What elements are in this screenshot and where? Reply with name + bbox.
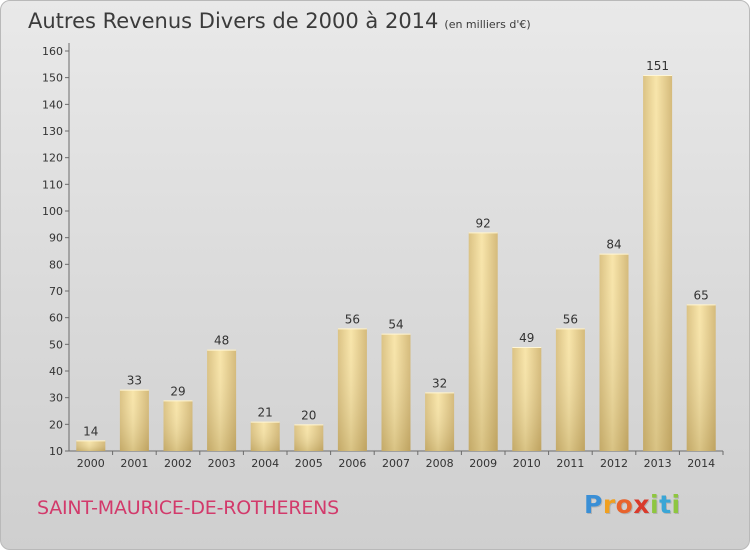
x-tick-label: 2011 bbox=[556, 457, 584, 470]
x-tick-label: 2012 bbox=[600, 457, 628, 470]
bar-shade bbox=[163, 400, 193, 451]
data-label: 151 bbox=[646, 59, 669, 73]
x-tick-label: 2002 bbox=[164, 457, 192, 470]
y-tick-label: 160 bbox=[42, 45, 63, 58]
x-tick-label: 2005 bbox=[295, 457, 323, 470]
chart-title-text: Autres Revenus Divers de 2000 à 2014 bbox=[28, 9, 439, 33]
data-label: 33 bbox=[127, 374, 142, 388]
x-tick-label: 2004 bbox=[251, 457, 279, 470]
bar-shade bbox=[425, 392, 455, 451]
data-label: 56 bbox=[563, 312, 578, 326]
x-tick-label: 2008 bbox=[426, 457, 454, 470]
bar-shade bbox=[250, 421, 280, 451]
bar-shade bbox=[381, 333, 411, 451]
x-tick-label: 2006 bbox=[338, 457, 366, 470]
data-label: 48 bbox=[214, 334, 229, 348]
y-tick-label: 80 bbox=[49, 258, 63, 271]
bar-series bbox=[76, 75, 716, 451]
bar-shade bbox=[76, 440, 106, 451]
data-label: 32 bbox=[432, 376, 447, 390]
logo-letter: x bbox=[633, 490, 650, 519]
data-label: 65 bbox=[694, 288, 709, 302]
data-label: 29 bbox=[170, 384, 185, 398]
data-label: 21 bbox=[258, 406, 273, 420]
data-labels: 14 33 29 48 21 20 56 54 32 92 49 56 84 151 65 bbox=[83, 59, 709, 438]
y-tick-label: 120 bbox=[42, 152, 63, 165]
x-axis: 2000 2001 2002 2003 2004 2005 2006 2007 2008 2009… bbox=[69, 450, 724, 470]
logo-letter: P bbox=[584, 490, 603, 519]
data-label: 92 bbox=[476, 216, 491, 230]
bar-shade bbox=[207, 349, 237, 451]
logo-letter: t bbox=[659, 490, 672, 519]
data-label: 14 bbox=[83, 424, 98, 438]
y-tick-label: 90 bbox=[49, 232, 63, 245]
x-tick-label: 2003 bbox=[208, 457, 236, 470]
bar-shade bbox=[119, 389, 149, 451]
logo-letter: i bbox=[650, 490, 660, 519]
x-tick-label: 2007 bbox=[382, 457, 410, 470]
y-tick-label: 30 bbox=[49, 392, 63, 405]
bar-shade bbox=[337, 328, 367, 451]
data-label: 49 bbox=[519, 331, 534, 345]
y-tick-label: 60 bbox=[49, 312, 63, 325]
proxiti-logo[interactable]: Proxiti bbox=[584, 490, 681, 519]
x-tick-label: 2010 bbox=[513, 457, 541, 470]
logo-letter: i bbox=[671, 490, 681, 519]
bar-shade bbox=[294, 424, 324, 451]
data-label: 84 bbox=[606, 238, 621, 252]
bar-shade bbox=[512, 347, 542, 451]
logo-letter: r bbox=[602, 490, 616, 519]
y-tick-label: 70 bbox=[49, 285, 63, 298]
y-axis: 10 20 30 40 50 60 70 80 90 100 110 120 130 140 150 160 bbox=[42, 43, 70, 458]
bar-shade bbox=[643, 75, 673, 451]
data-label: 54 bbox=[388, 318, 403, 332]
bar-shade bbox=[468, 232, 498, 451]
y-tick-label: 10 bbox=[49, 445, 63, 458]
data-label: 56 bbox=[345, 312, 360, 326]
x-tick-label: 2000 bbox=[77, 457, 105, 470]
y-tick-label: 110 bbox=[42, 178, 63, 191]
x-tick-label: 2014 bbox=[687, 457, 715, 470]
x-tick-label: 2013 bbox=[644, 457, 672, 470]
x-tick-label: 2001 bbox=[120, 457, 148, 470]
bar-shade bbox=[555, 328, 585, 451]
x-tick-label: 2009 bbox=[469, 457, 497, 470]
chart-title-unit: (en milliers d'€) bbox=[444, 18, 531, 31]
y-tick-label: 150 bbox=[42, 72, 63, 85]
y-tick-label: 100 bbox=[42, 205, 63, 218]
y-tick-label: 40 bbox=[49, 365, 63, 378]
data-label: 20 bbox=[301, 408, 316, 422]
y-tick-label: 50 bbox=[49, 338, 63, 351]
y-tick-label: 130 bbox=[42, 125, 63, 138]
y-tick-label: 140 bbox=[42, 98, 63, 111]
bar-shade bbox=[599, 253, 629, 451]
y-tick-label: 20 bbox=[49, 418, 63, 431]
logo-letter: o bbox=[615, 490, 634, 519]
commune-name: SAINT-MAURICE-DE-ROTHERENS bbox=[37, 497, 340, 519]
chart-title: Autres Revenus Divers de 2000 à 2014 (en … bbox=[28, 9, 531, 33]
bar-shade bbox=[686, 304, 716, 451]
